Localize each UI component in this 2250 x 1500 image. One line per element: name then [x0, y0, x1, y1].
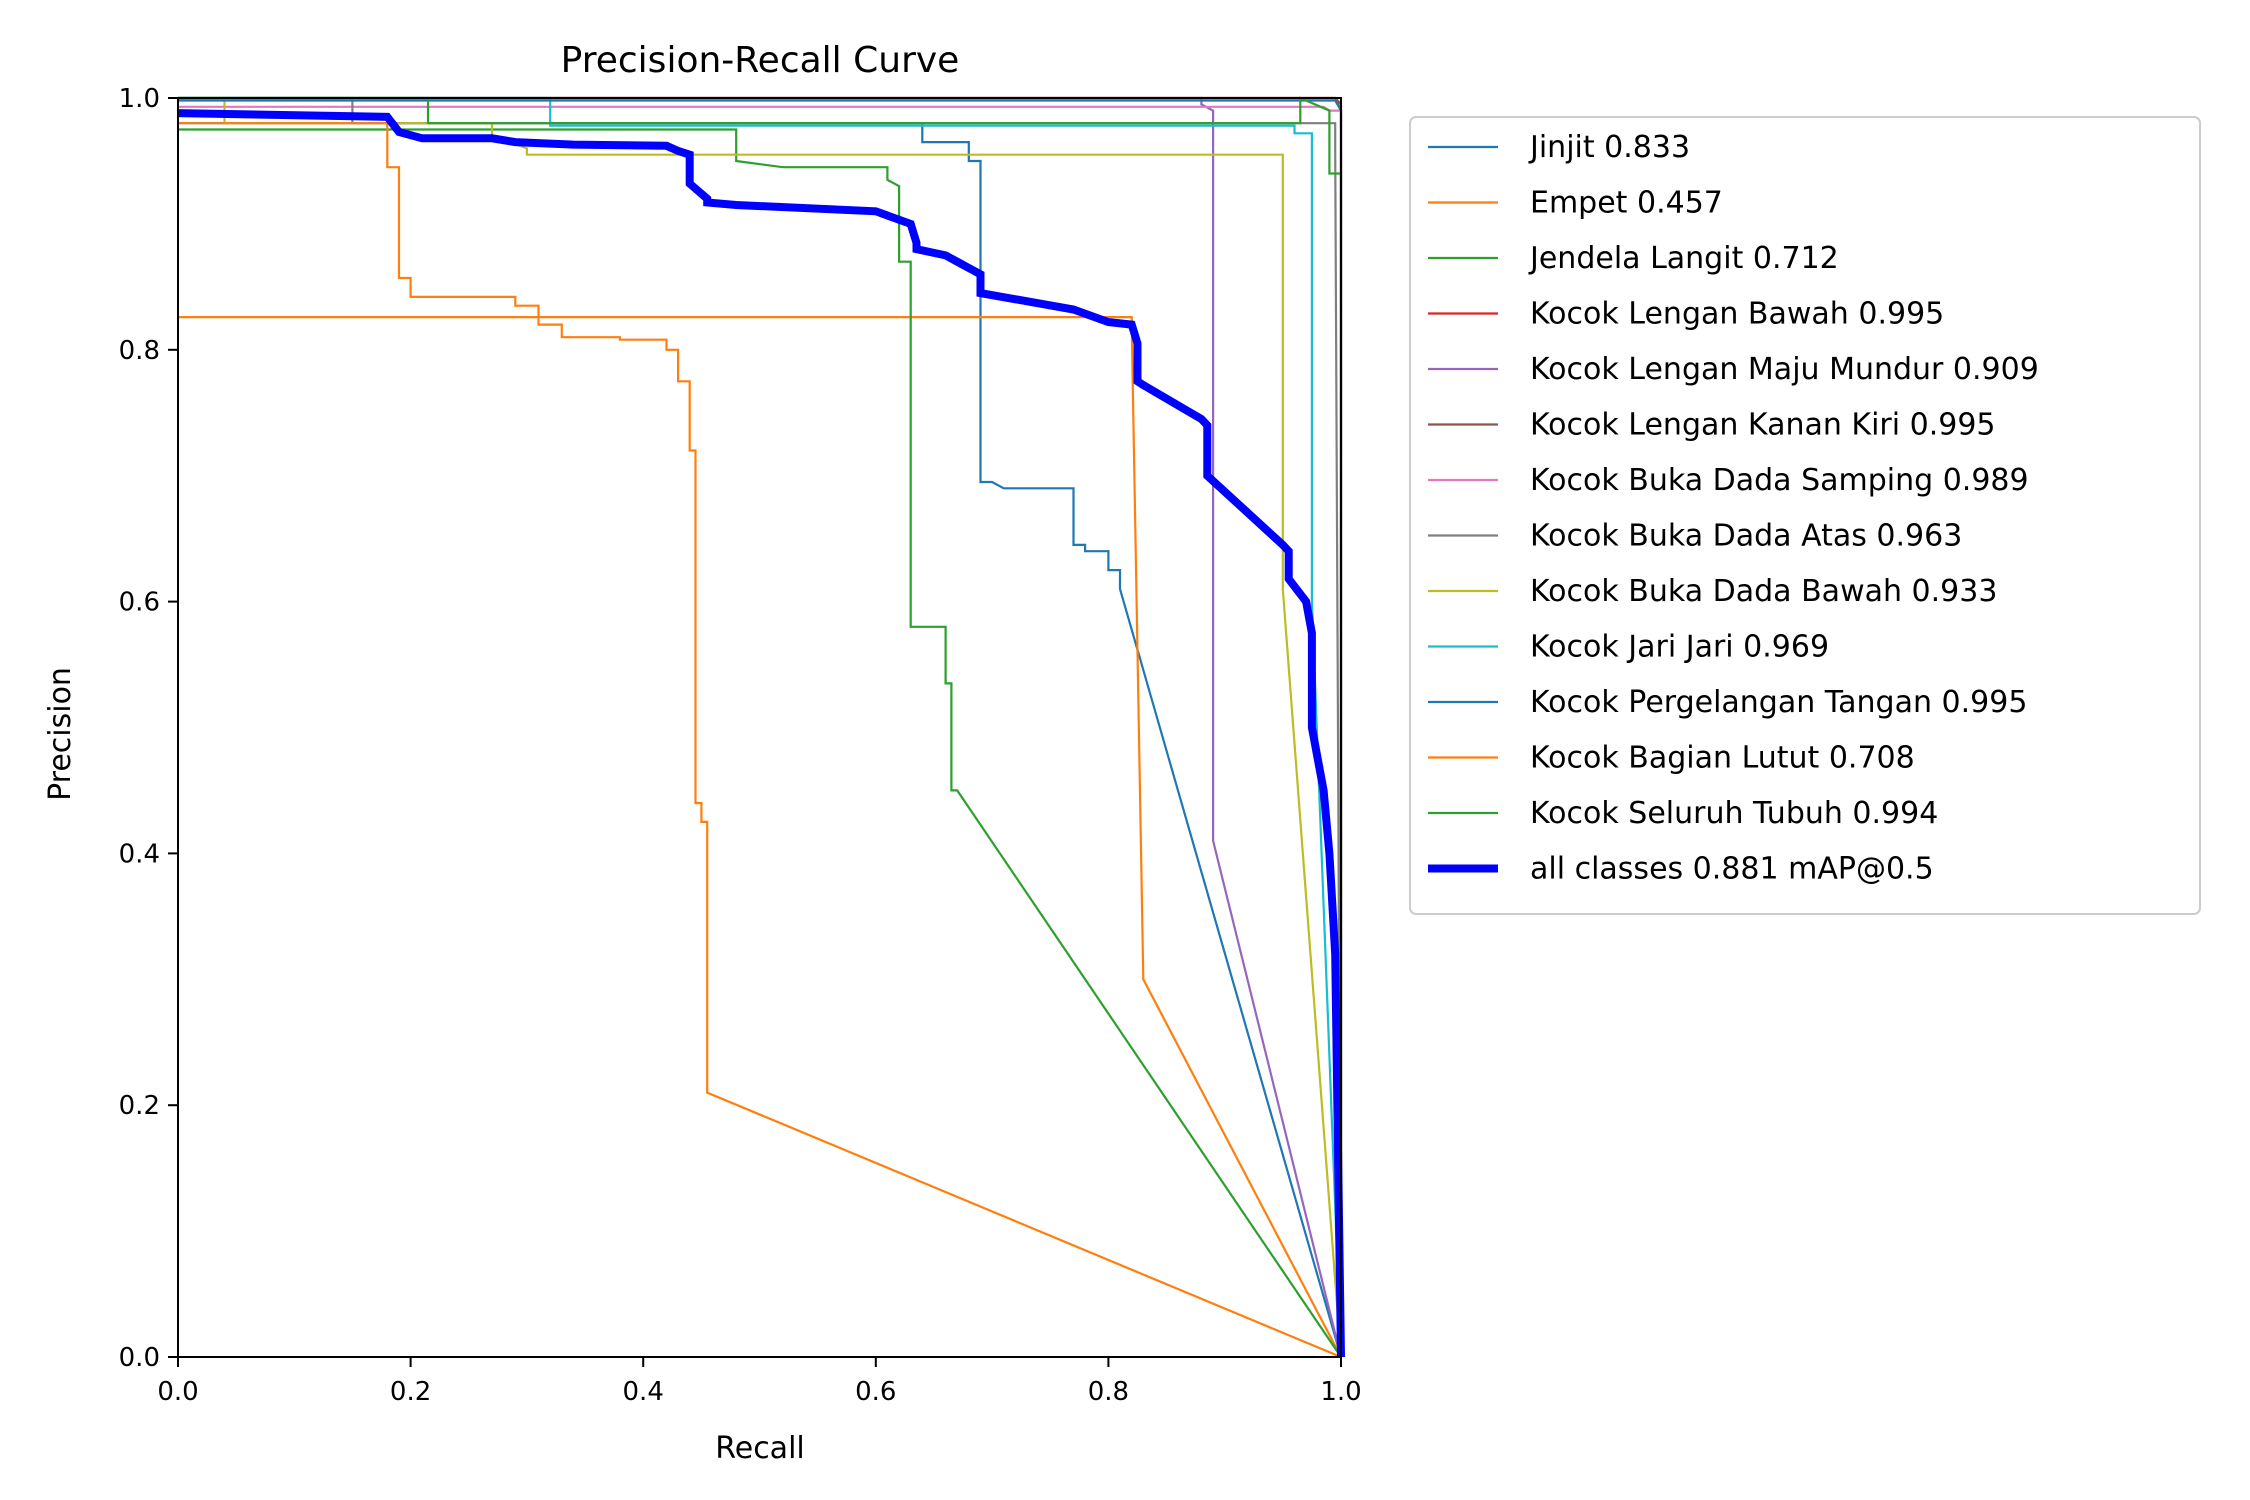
legend-entry: all classes 0.881 mAP@0.5	[1530, 852, 1934, 887]
y-tick-label: 0.0	[119, 1343, 160, 1373]
legend-entry: Kocok Buka Dada Atas 0.963	[1530, 519, 1962, 554]
y-tick-label: 0.4	[119, 839, 160, 869]
series-line-13	[178, 109, 1345, 1358]
x-tick-label: 0.2	[390, 1377, 431, 1407]
legend-entry: Kocok Jari Jari 0.969	[1530, 630, 1829, 665]
series-line-5	[178, 96, 1343, 1357]
legend-entry: Kocok Bagian Lutut 0.708	[1530, 741, 1915, 776]
chart-title: Precision-Recall Curve	[561, 40, 960, 81]
series-line-11	[178, 122, 1342, 1359]
legend-entry: Kocok Buka Dada Samping 0.989	[1530, 463, 2029, 498]
legend-box	[1409, 116, 2201, 915]
legend-entry: Kocok Lengan Bawah 0.995	[1530, 297, 1944, 332]
series-line-6	[178, 105, 1343, 1357]
x-tick-label: 0.4	[623, 1377, 664, 1407]
series-line-1	[178, 316, 1342, 1358]
plot-area	[178, 96, 1345, 1359]
series-line-0	[178, 122, 1343, 1358]
x-tick-label: 0.0	[157, 1377, 198, 1407]
series-line-9	[178, 96, 1343, 1358]
series-line-7	[178, 96, 1343, 1358]
series-line-2	[178, 128, 1342, 1358]
legend-entry: Kocok Lengan Kanan Kiri 0.995	[1530, 408, 1996, 443]
axes: 0.0 0.0 0.2 0.2 0.4 0.4 0.6 0.6 0.8 0.8 1.0 1.0	[119, 84, 1362, 1407]
legend: Jinjit 0.833 Empet 0.457 Jendela Langit 0.…	[1409, 116, 2201, 915]
legend-entry: Kocok Lengan Maju Mundur 0.909	[1530, 352, 2039, 387]
series-line-10	[178, 99, 1343, 1357]
plot-frame	[177, 97, 1342, 1358]
y-tick-label: 0.8	[119, 336, 160, 366]
y-tick-label: 1.0	[119, 84, 160, 114]
x-tick-label: 0.6	[855, 1377, 896, 1407]
y-tick-label: 0.2	[119, 1091, 160, 1121]
y-axis-label: Precision	[43, 667, 78, 801]
series-line-12	[178, 96, 1343, 1357]
legend-entry: Empet 0.457	[1530, 186, 1723, 221]
legend-entry: Jendela Langit 0.712	[1528, 241, 1839, 276]
x-tick-label: 1.0	[1320, 1377, 1361, 1407]
series-line-4	[178, 96, 1343, 1358]
legend-entry: Kocok Buka Dada Bawah 0.933	[1530, 574, 1997, 609]
y-tick-label: 0.6	[119, 588, 160, 618]
series-line-3	[178, 96, 1343, 1357]
legend-entry: Kocok Seluruh Tubuh 0.994	[1530, 796, 1938, 831]
legend-entry: Jinjit 0.833	[1528, 130, 1690, 165]
x-tick-label: 0.8	[1088, 1377, 1129, 1407]
series-line-8	[178, 96, 1343, 1358]
x-axis-label: Recall	[715, 1431, 805, 1466]
legend-entry: Kocok Pergelangan Tangan 0.995	[1530, 685, 2027, 720]
